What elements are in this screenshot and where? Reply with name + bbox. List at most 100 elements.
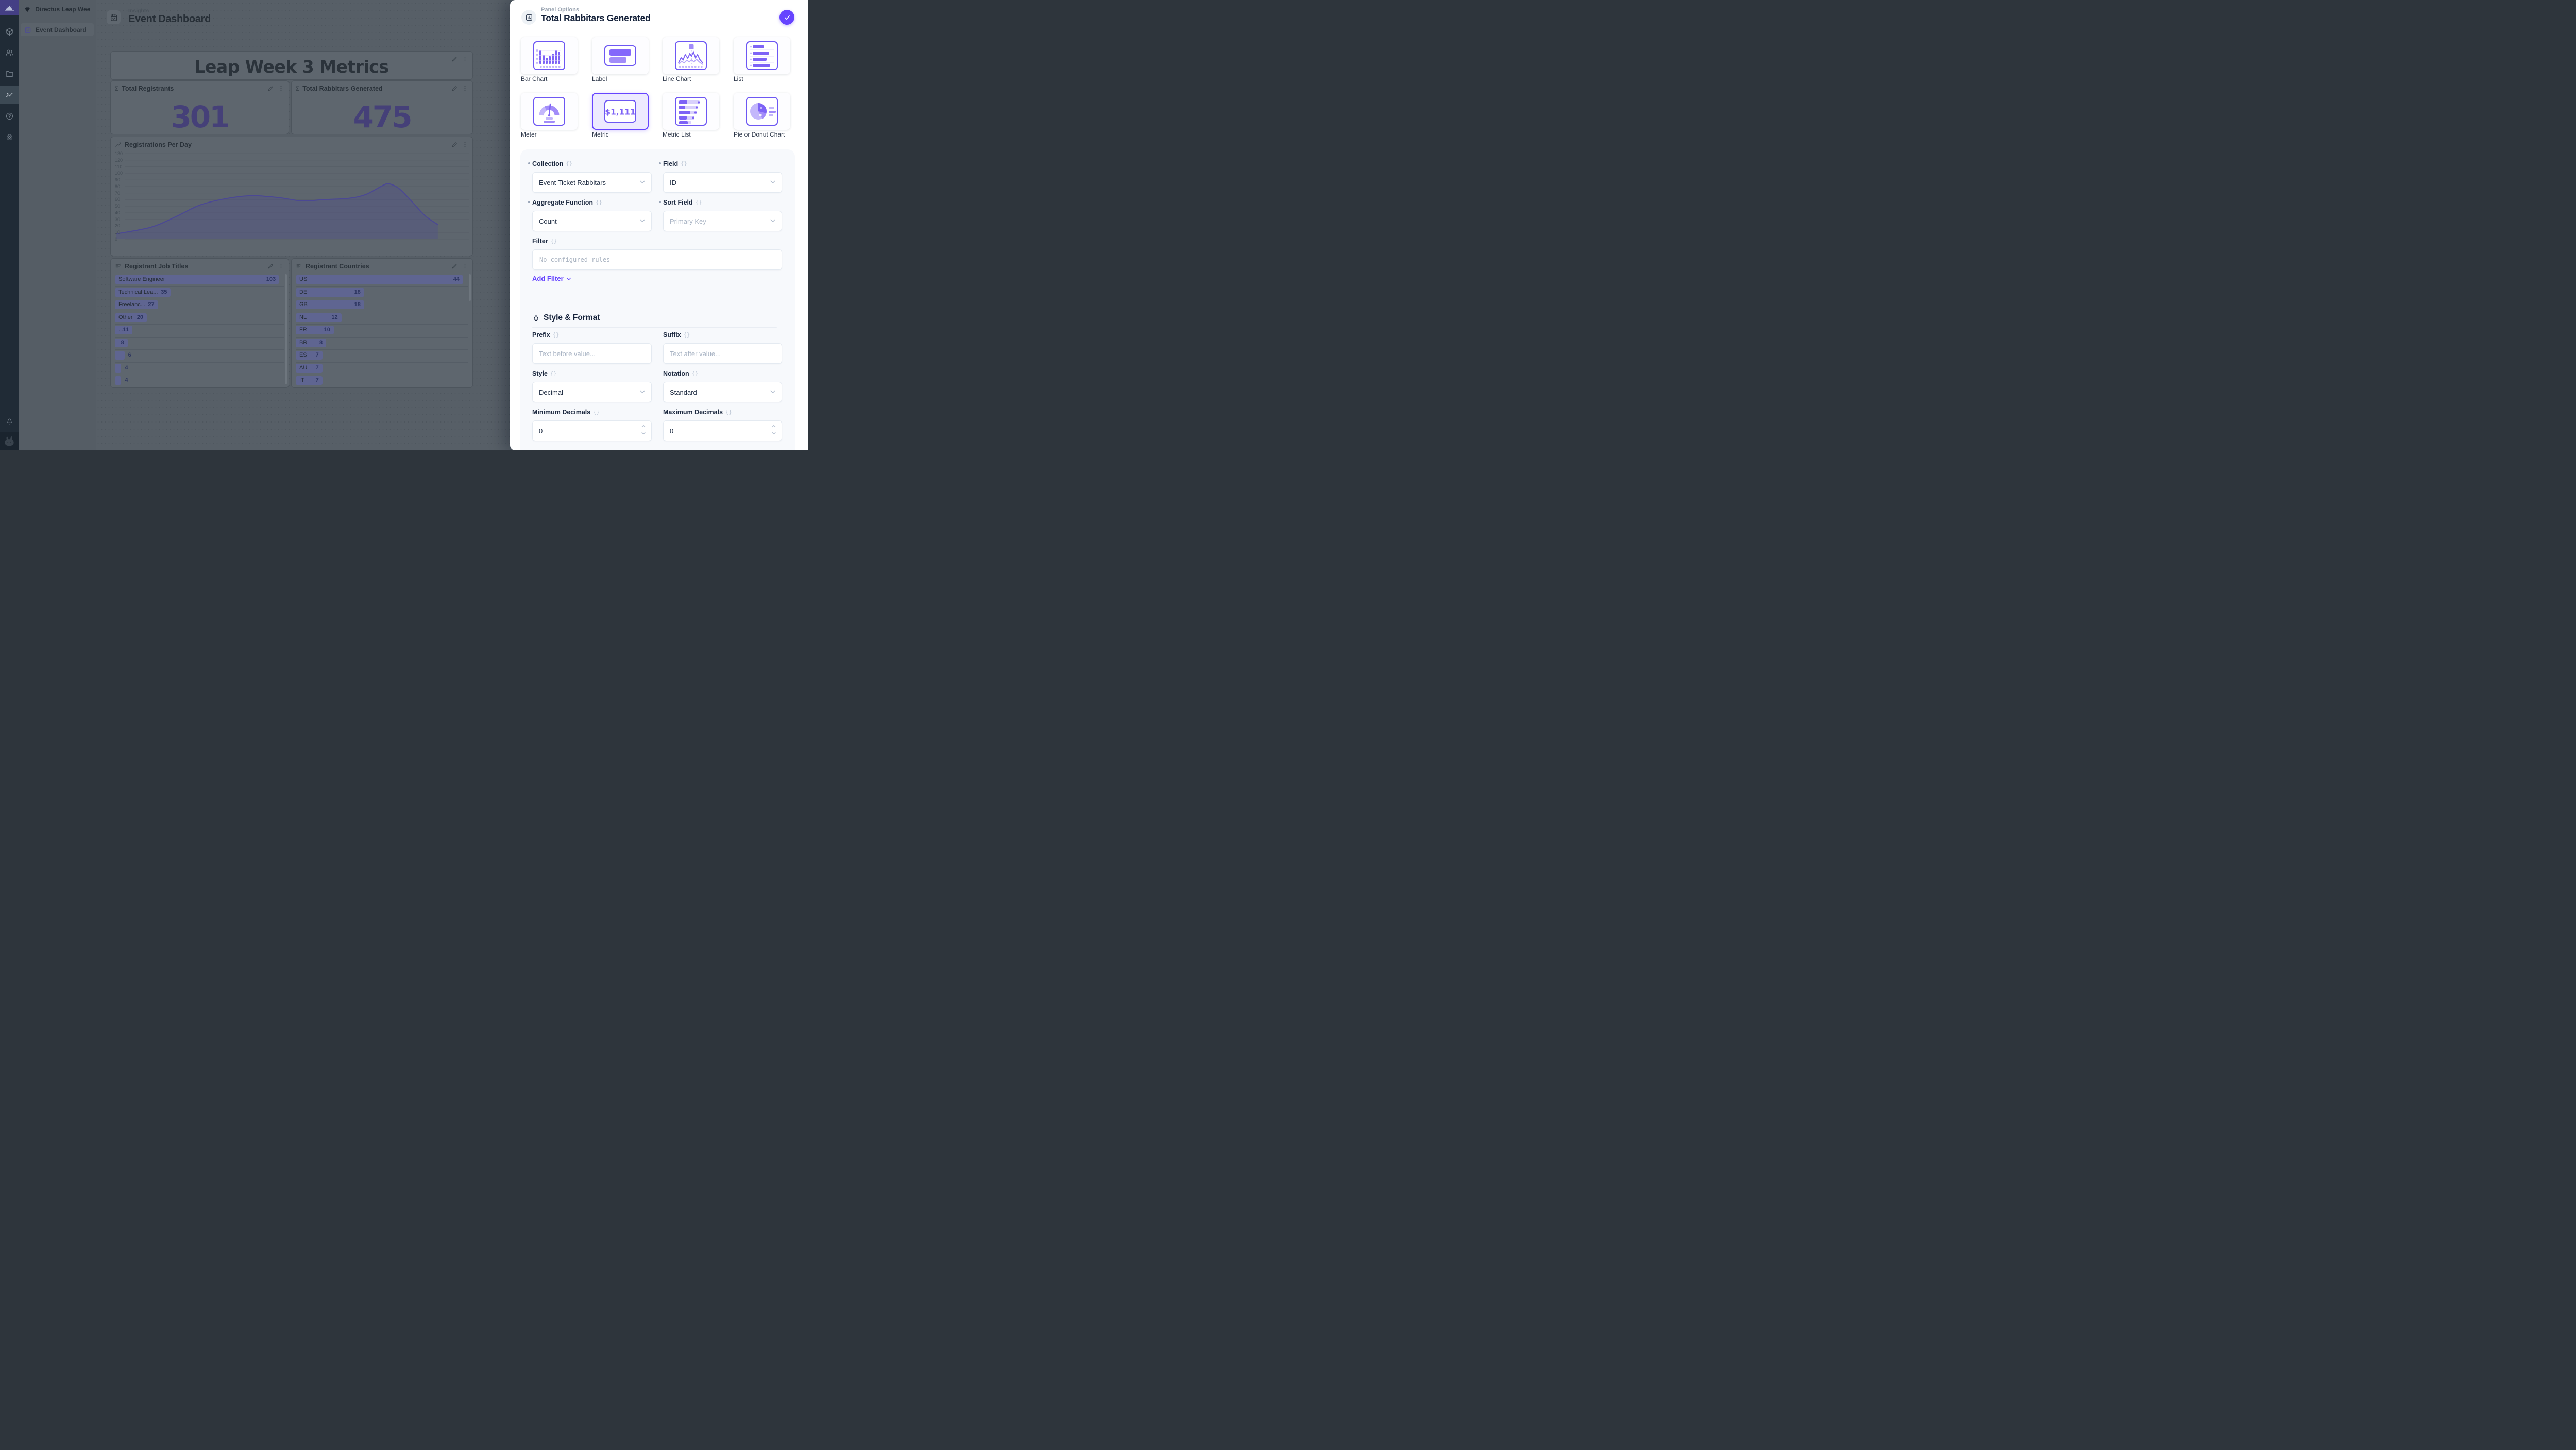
raw-value-icon[interactable]: {} <box>552 332 560 338</box>
directus-rabbit-logo[interactable] <box>0 0 19 15</box>
tile-meter[interactable] <box>521 93 578 130</box>
collection-select[interactable]: Event Ticket Rabbitars <box>532 172 652 193</box>
raw-value-icon[interactable]: {} <box>691 370 699 377</box>
add-filter-button[interactable]: Add Filter <box>532 275 572 282</box>
metric-illustration: $1,111 <box>604 100 636 123</box>
kebab-menu-icon[interactable] <box>462 263 468 269</box>
save-panel-button[interactable] <box>779 10 794 25</box>
stepper-down-icon <box>772 432 776 435</box>
min-decimals-stepper[interactable]: 0 <box>532 420 652 441</box>
tile-label-text: Pie or Donut Chart <box>734 131 785 138</box>
users-module-icon[interactable] <box>0 44 19 61</box>
stepper-down-icon <box>641 432 646 435</box>
max-decimals-stepper[interactable]: 0 <box>663 420 782 441</box>
edit-pencil-icon[interactable] <box>451 141 458 148</box>
bar-label: ES <box>299 352 307 358</box>
panel-title: Registrations Per Day <box>125 141 192 148</box>
scrollbar-thumb[interactable] <box>469 274 471 301</box>
style-select[interactable]: Decimal <box>532 382 652 402</box>
edit-pencil-icon[interactable] <box>451 85 458 92</box>
settings-gear-icon[interactable] <box>0 128 19 146</box>
field-label: Field{} <box>659 160 782 167</box>
insights-module-icon[interactable] <box>0 86 19 104</box>
bar <box>296 363 323 373</box>
notifications-bell-icon[interactable] <box>0 412 19 430</box>
tile-label-text: Metric <box>592 131 609 138</box>
y-axis-tick: 120 <box>115 157 123 163</box>
list-item: Other 20 <box>115 312 284 325</box>
raw-value-icon[interactable]: {} <box>593 409 600 415</box>
y-axis-tick: 100 <box>115 171 123 176</box>
prefix-input[interactable] <box>532 343 652 364</box>
bar-count: 7 <box>315 364 319 371</box>
project-switcher[interactable]: Directus Leap Week <box>19 0 96 19</box>
edit-pencil-icon[interactable] <box>267 263 274 269</box>
notation-select[interactable]: Standard <box>663 382 782 402</box>
raw-value-icon[interactable]: {} <box>681 161 687 167</box>
sort-field-select[interactable]: Primary Key <box>663 211 782 231</box>
raw-value-icon[interactable]: {} <box>550 370 557 377</box>
bar <box>296 351 323 360</box>
tile-label-text: Bar Chart <box>521 75 548 82</box>
raw-value-icon[interactable]: {} <box>596 199 602 206</box>
project-gem-icon <box>25 7 30 12</box>
panel-title: Registrant Job Titles <box>125 263 189 270</box>
tile-list[interactable] <box>734 37 790 74</box>
list-item: 6 <box>115 350 284 363</box>
kebab-menu-icon[interactable] <box>462 85 468 92</box>
bar-label: NL <box>299 314 307 321</box>
files-module-icon[interactable] <box>0 65 19 82</box>
content-module-icon[interactable] <box>0 23 19 40</box>
tile-label-text: Meter <box>521 131 537 138</box>
filter-rules-box[interactable]: No configured rules <box>532 249 782 270</box>
tile-pie-donut[interactable] <box>734 93 790 130</box>
stepper-buttons[interactable] <box>640 423 647 437</box>
raw-value-icon[interactable]: {} <box>683 332 690 338</box>
bar-count: 35 <box>161 289 167 295</box>
scrollbar-thumb[interactable] <box>285 274 287 384</box>
user-avatar[interactable] <box>0 432 19 450</box>
drawer-eyebrow: Panel Options <box>541 7 579 13</box>
dashboard-big-title: Leap Week 3 Metrics <box>194 57 389 77</box>
stepper-up-icon <box>772 425 776 428</box>
raw-value-icon[interactable]: {} <box>725 409 732 415</box>
raw-value-icon[interactable]: {} <box>695 199 702 206</box>
edit-pencil-icon[interactable] <box>451 56 458 62</box>
bar-count: 4 <box>125 364 128 371</box>
help-icon[interactable] <box>0 107 19 125</box>
panel-dashboard-title: Leap Week 3 Metrics <box>110 51 473 80</box>
line-chart-illustration <box>675 41 707 70</box>
bar-count: 11 <box>123 327 129 333</box>
kebab-menu-icon[interactable] <box>278 263 284 269</box>
chevron-down-icon <box>638 178 647 188</box>
list-item: GB 18 <box>296 299 468 312</box>
sidebar: Directus Leap Week Event Dashboard <box>19 0 96 450</box>
aggregate-select[interactable]: Count <box>532 211 652 231</box>
list-item: US 44 <box>296 274 468 287</box>
list-item: DE 18 <box>296 287 468 299</box>
edit-pencil-icon[interactable] <box>267 85 274 92</box>
tile-label[interactable] <box>592 37 649 74</box>
bar-count: 6 <box>128 352 131 358</box>
tile-bar-chart[interactable] <box>521 37 578 74</box>
panel-title: Total Registrants <box>122 85 174 92</box>
dashboard-icon-chip <box>107 10 121 24</box>
sidebar-item-event-dashboard[interactable]: Event Dashboard <box>21 23 94 36</box>
tile-metric-list[interactable] <box>663 93 719 130</box>
kebab-menu-icon[interactable] <box>462 56 468 62</box>
stepper-buttons[interactable] <box>770 423 777 437</box>
suffix-input[interactable] <box>663 343 782 364</box>
tile-metric-selected[interactable]: $1,111 <box>592 93 649 130</box>
panel-total-rabbitars: Σ Total Rabbitars Generated 475 <box>291 80 473 134</box>
field-select[interactable]: ID <box>663 172 782 193</box>
y-axis-tick: 60 <box>115 197 121 203</box>
y-axis-tick: 20 <box>115 223 121 229</box>
raw-value-icon[interactable]: {} <box>566 161 573 167</box>
raw-value-icon[interactable]: {} <box>550 238 557 244</box>
bar-list-icon <box>296 264 301 268</box>
tile-line-chart[interactable] <box>663 37 719 74</box>
kebab-menu-icon[interactable] <box>278 85 284 92</box>
bar <box>115 300 158 309</box>
kebab-menu-icon[interactable] <box>462 141 468 148</box>
edit-pencil-icon[interactable] <box>451 263 458 269</box>
